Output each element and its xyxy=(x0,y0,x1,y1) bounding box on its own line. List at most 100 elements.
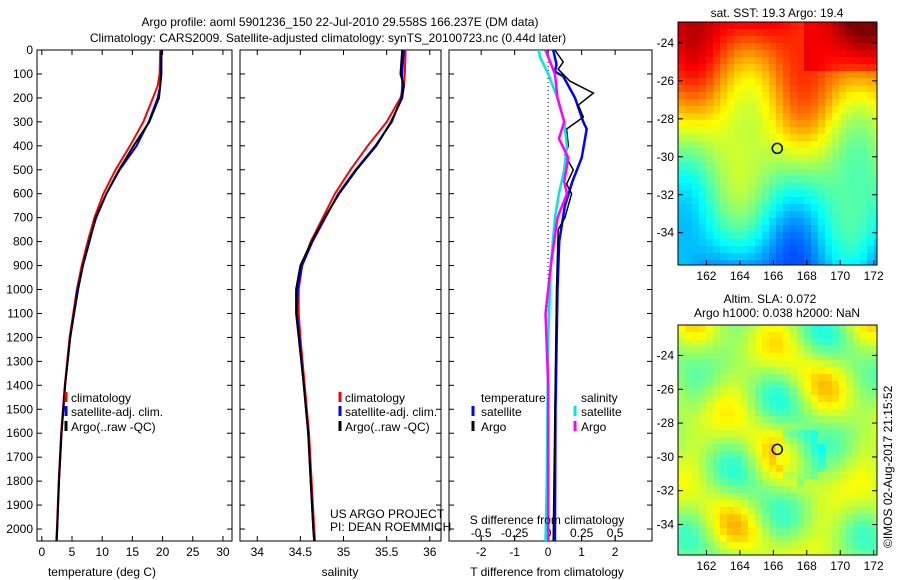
map-cell xyxy=(860,99,867,106)
map-cell xyxy=(867,190,874,197)
map-cell xyxy=(776,239,783,246)
map-cell xyxy=(790,402,797,409)
map-cell xyxy=(741,423,748,430)
map-cell xyxy=(867,106,874,113)
map-cell xyxy=(825,85,832,92)
map-cell xyxy=(825,381,832,388)
map-cell xyxy=(797,50,804,57)
map-cell xyxy=(804,218,811,225)
map-cell xyxy=(853,360,860,367)
map-cell xyxy=(853,57,860,64)
map-cell xyxy=(811,395,818,402)
map-cell xyxy=(692,493,699,500)
map-cell xyxy=(860,486,867,493)
map-cell xyxy=(839,232,846,239)
map-cell xyxy=(818,57,825,64)
map-cell xyxy=(776,253,783,260)
map-cell xyxy=(818,106,825,113)
map-cell xyxy=(741,346,748,353)
map-cell xyxy=(727,43,734,50)
map-cell xyxy=(755,346,762,353)
map-cell xyxy=(846,183,853,190)
map-cell xyxy=(811,106,818,113)
map-cell xyxy=(734,535,741,542)
map-cell xyxy=(790,374,797,381)
map-cell xyxy=(713,99,720,106)
map-cell xyxy=(720,183,727,190)
map-cell xyxy=(790,423,797,430)
map-x-tick-label: 162 xyxy=(696,269,716,283)
map-cell xyxy=(832,169,839,176)
map-cell xyxy=(874,43,877,50)
map-x-tick-label: 168 xyxy=(797,559,817,573)
map-cell xyxy=(678,402,685,409)
map-cell xyxy=(867,50,874,57)
map-cell xyxy=(734,437,741,444)
map-cell xyxy=(818,134,825,141)
map-cell xyxy=(678,367,685,374)
map-cell xyxy=(748,99,755,106)
map-cell xyxy=(762,353,769,360)
map-cell xyxy=(867,325,874,332)
map-cell xyxy=(748,507,755,514)
map-cell xyxy=(720,36,727,43)
map-cell xyxy=(762,395,769,402)
map-cell xyxy=(846,92,853,99)
map-cell xyxy=(734,113,741,120)
map-cell xyxy=(748,43,755,50)
map-cell xyxy=(734,239,741,246)
map-cell xyxy=(783,106,790,113)
map-cell xyxy=(734,416,741,423)
map-cell xyxy=(685,246,692,253)
map-cell xyxy=(741,36,748,43)
map-cell xyxy=(797,183,804,190)
map-cell xyxy=(762,260,769,265)
map-cell xyxy=(783,437,790,444)
map-cell xyxy=(853,549,860,555)
y-tick-label: 500 xyxy=(13,163,33,177)
map-cell xyxy=(713,493,720,500)
map-cell xyxy=(692,374,699,381)
map-cell xyxy=(762,458,769,465)
map-cell xyxy=(832,197,839,204)
map-cell xyxy=(860,134,867,141)
map-cell xyxy=(748,204,755,211)
map-cell xyxy=(811,486,818,493)
map-cell xyxy=(776,232,783,239)
map-cell xyxy=(713,479,720,486)
y-tick-label: 700 xyxy=(13,211,33,225)
map-cell xyxy=(685,232,692,239)
map-cell xyxy=(678,71,685,78)
map-cell xyxy=(846,197,853,204)
map-cell xyxy=(783,465,790,472)
map-cell xyxy=(818,549,825,555)
map-cell xyxy=(846,127,853,134)
map-cell xyxy=(685,430,692,437)
map-cell xyxy=(748,486,755,493)
map-cell xyxy=(797,458,804,465)
map-cell xyxy=(720,113,727,120)
map-cell xyxy=(825,36,832,43)
map-cell xyxy=(713,472,720,479)
map-cell xyxy=(713,141,720,148)
map-cell xyxy=(727,367,734,374)
map-cell xyxy=(713,64,720,71)
map-cell xyxy=(692,141,699,148)
map-cell xyxy=(720,514,727,521)
map-cell xyxy=(790,120,797,127)
map-cell xyxy=(769,500,776,507)
map-cell xyxy=(755,514,762,521)
map-cell xyxy=(846,169,853,176)
map-cell xyxy=(727,246,734,253)
map-cell xyxy=(762,521,769,528)
map-cell xyxy=(874,204,877,211)
map-cell xyxy=(748,71,755,78)
map-cell xyxy=(678,430,685,437)
map-cell xyxy=(804,479,811,486)
imos-credit: ©IMOS 02-Aug-2017 21:15:52 xyxy=(881,385,895,548)
map-cell xyxy=(804,339,811,346)
map-cell xyxy=(692,339,699,346)
map-cell xyxy=(713,535,720,542)
map-cell xyxy=(748,36,755,43)
map-cell xyxy=(811,218,818,225)
